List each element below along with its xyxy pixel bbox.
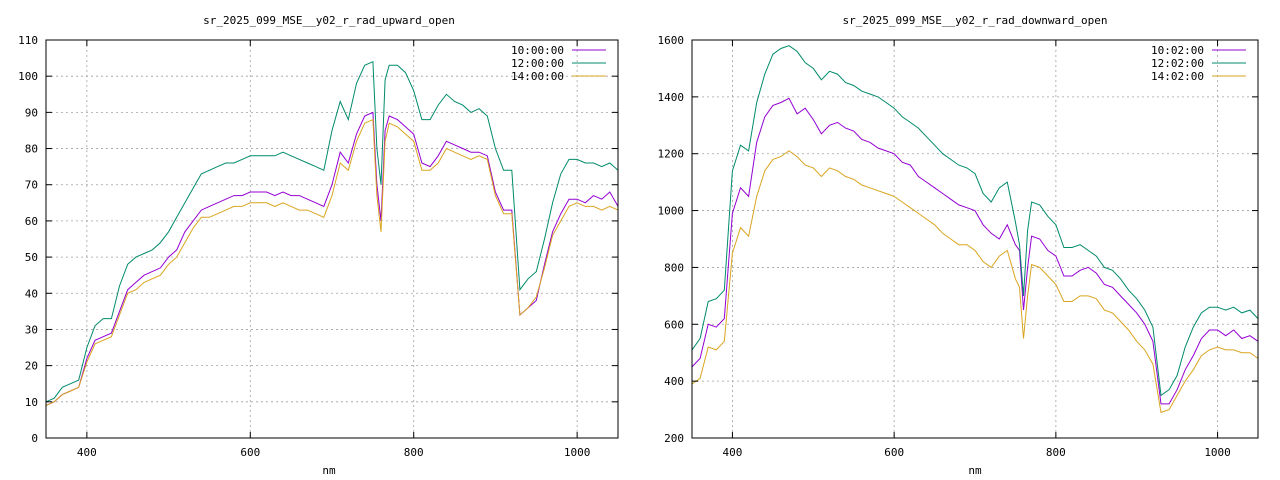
y-tick-label: 70 bbox=[25, 179, 38, 192]
legend-label: 14:02:00 bbox=[1151, 70, 1204, 83]
series-line bbox=[45, 118, 619, 406]
downward-radiance-panel: sr_2025_099_MSE__y02_r_rad_downward_open… bbox=[658, 14, 1259, 477]
y-tick-label: 1600 bbox=[658, 34, 685, 47]
x-tick-label: 600 bbox=[240, 446, 260, 459]
legend-label: 10:00:00 bbox=[511, 44, 564, 57]
y-tick-label: 110 bbox=[18, 34, 38, 47]
y-tick-label: 80 bbox=[25, 143, 38, 156]
chart-title: sr_2025_099_MSE__y02_r_rad_downward_open bbox=[843, 14, 1108, 27]
x-tick-label: 800 bbox=[404, 446, 424, 459]
chart-title: sr_2025_099_MSE__y02_r_rad_upward_open bbox=[203, 14, 455, 27]
series-line bbox=[691, 97, 1259, 405]
series-line bbox=[691, 45, 1259, 397]
y-tick-label: 100 bbox=[18, 70, 38, 83]
y-tick-label: 1400 bbox=[658, 91, 685, 104]
upward-radiance-panel: sr_2025_099_MSE__y02_r_rad_upward_open n… bbox=[18, 14, 619, 477]
y-tick-label: 600 bbox=[664, 318, 684, 331]
y-tick-label: 800 bbox=[664, 261, 684, 274]
y-tick-label: 40 bbox=[25, 287, 38, 300]
x-tick-label: 400 bbox=[722, 446, 742, 459]
y-tick-label: 0 bbox=[31, 432, 38, 445]
x-tick-label: 1000 bbox=[564, 446, 591, 459]
x-tick-label: 800 bbox=[1046, 446, 1066, 459]
series-line bbox=[45, 60, 619, 403]
y-tick-label: 60 bbox=[25, 215, 38, 228]
legend-label: 10:02:00 bbox=[1151, 44, 1204, 57]
y-tick-label: 20 bbox=[25, 360, 38, 373]
series-line bbox=[691, 150, 1259, 414]
y-tick-label: 30 bbox=[25, 323, 38, 336]
x-axis-label: nm bbox=[322, 464, 336, 477]
x-tick-label: 600 bbox=[884, 446, 904, 459]
legend-label: 14:00:00 bbox=[511, 70, 564, 83]
y-tick-label: 1000 bbox=[658, 205, 685, 218]
x-tick-label: 1000 bbox=[1204, 446, 1231, 459]
x-tick-label: 400 bbox=[77, 446, 97, 459]
y-tick-label: 90 bbox=[25, 106, 38, 119]
x-axis-label: nm bbox=[968, 464, 982, 477]
series-line bbox=[45, 111, 619, 406]
plot-frame bbox=[45, 39, 619, 439]
y-tick-label: 10 bbox=[25, 396, 38, 409]
y-tick-label: 1200 bbox=[658, 148, 685, 161]
y-tick-label: 400 bbox=[664, 375, 684, 388]
y-tick-label: 200 bbox=[664, 432, 684, 445]
y-tick-label: 50 bbox=[25, 251, 38, 264]
legend-label: 12:02:00 bbox=[1151, 57, 1204, 70]
legend-label: 12:00:00 bbox=[511, 57, 564, 70]
plot-frame bbox=[691, 39, 1259, 439]
